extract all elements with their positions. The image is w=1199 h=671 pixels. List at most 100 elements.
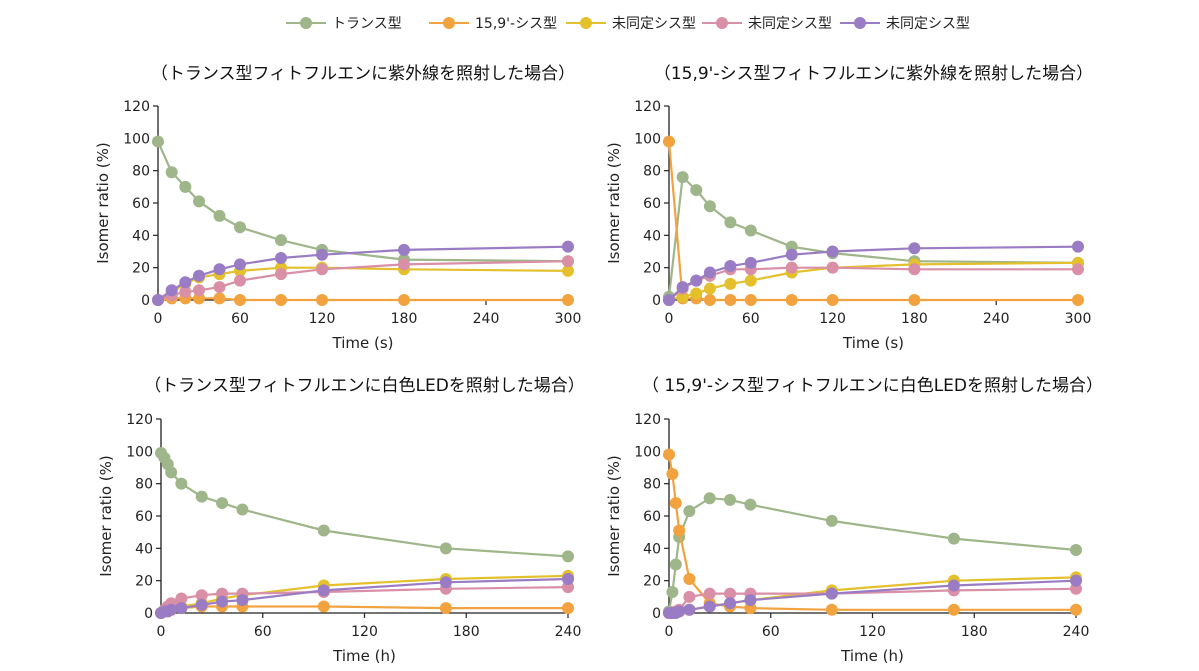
x-tick-label: 300 xyxy=(1065,311,1092,327)
data-point xyxy=(213,209,226,222)
y-tick-label: 0 xyxy=(144,606,153,622)
data-point xyxy=(1070,543,1082,556)
data-point xyxy=(825,514,838,527)
data-point xyxy=(165,166,178,179)
data-point xyxy=(908,263,921,276)
data-point xyxy=(179,285,192,298)
data-point xyxy=(669,558,682,571)
chart-panel: （トランス型フィトフルエンに紫外線を照射した場合） 0 20 40 60 80 100 120… xyxy=(94,64,581,352)
data-point xyxy=(1072,294,1084,306)
data-point xyxy=(690,274,703,287)
data-point xyxy=(193,269,205,282)
series-line xyxy=(157,260,569,302)
data-point xyxy=(724,294,737,306)
data-point xyxy=(562,294,574,306)
data-point xyxy=(673,524,686,537)
data-point xyxy=(669,497,682,510)
data-point xyxy=(316,294,328,306)
x-axis-label: Time (h) xyxy=(840,647,904,665)
legend-label: 未同定シス型 xyxy=(886,16,970,32)
data-point xyxy=(234,274,246,287)
data-point xyxy=(562,550,574,563)
legend: トランス型 15,9'-シス型 未同定シス型 未同定シス型 未同定シス型 xyxy=(0,10,1199,36)
legend-item: 未同定シス型 xyxy=(840,10,970,36)
data-point xyxy=(317,600,330,613)
data-point xyxy=(676,171,689,184)
data-point xyxy=(785,261,798,274)
data-point xyxy=(275,268,287,281)
legend-label: 未同定シス型 xyxy=(748,16,832,32)
y-axis-label: Isomer ratio (%) xyxy=(605,455,623,577)
data-point xyxy=(175,592,188,605)
y-axis-label: Isomer ratio (%) xyxy=(94,142,112,264)
y-axis-label: Isomer ratio (%) xyxy=(97,455,115,577)
x-tick-label: 120 xyxy=(309,311,336,327)
data-point xyxy=(663,448,675,461)
y-tick-label: 0 xyxy=(141,293,150,309)
y-tick-label: 20 xyxy=(643,261,661,277)
y-tick-label: 80 xyxy=(135,477,153,493)
data-point xyxy=(439,602,452,615)
y-tick-label: 40 xyxy=(643,541,661,557)
x-tick-label: 240 xyxy=(555,624,582,640)
data-point xyxy=(744,274,757,287)
data-point xyxy=(690,184,703,197)
data-point xyxy=(152,135,164,148)
y-tick-label: 40 xyxy=(643,228,661,244)
data-point xyxy=(152,294,164,306)
x-tick-label: 300 xyxy=(555,311,582,327)
chart-title: （トランス型フィトフルエンに紫外線を照射した場合） xyxy=(151,64,575,84)
data-point xyxy=(562,240,574,253)
data-point xyxy=(275,294,287,306)
data-point xyxy=(703,200,716,213)
data-point xyxy=(562,264,574,277)
x-tick-label: 240 xyxy=(473,311,500,327)
data-point xyxy=(165,466,178,479)
data-point xyxy=(724,216,737,229)
legend-label: 未同定シス型 xyxy=(612,16,696,32)
y-tick-label: 0 xyxy=(652,293,661,309)
series-line xyxy=(668,245,1079,301)
chart-title: （トランス型フィトフルエンに白色LEDを照射した場合） xyxy=(144,376,585,396)
data-point xyxy=(666,585,679,598)
data-point xyxy=(1072,240,1084,253)
x-axis-label: Time (s) xyxy=(332,334,394,352)
data-point xyxy=(703,587,716,600)
y-tick-label: 80 xyxy=(132,164,150,180)
data-point xyxy=(562,602,574,615)
data-point xyxy=(676,281,689,294)
data-point xyxy=(825,587,838,600)
legend-label: 15,9'-シス型 xyxy=(475,16,558,32)
legend-item: トランス型 xyxy=(286,10,402,36)
series-line xyxy=(157,297,568,302)
y-tick-label: 100 xyxy=(634,444,661,460)
data-point xyxy=(175,477,188,490)
x-tick-label: 60 xyxy=(762,624,780,640)
legend-swatch xyxy=(566,16,606,30)
legend-swatch xyxy=(429,16,469,30)
data-point xyxy=(673,605,686,618)
data-point xyxy=(179,276,192,289)
data-point xyxy=(785,248,798,261)
y-tick-label: 40 xyxy=(135,541,153,557)
data-point xyxy=(234,294,246,306)
data-point xyxy=(663,135,675,148)
legend-item: 未同定シス型 xyxy=(702,10,832,36)
data-point xyxy=(195,589,208,602)
x-tick-label: 0 xyxy=(154,311,163,327)
x-tick-label: 180 xyxy=(961,624,988,640)
y-tick-label: 60 xyxy=(643,509,661,525)
data-point xyxy=(195,598,208,611)
data-point xyxy=(744,294,757,306)
data-point xyxy=(703,600,716,613)
data-point xyxy=(724,587,737,600)
y-axis-label: Isomer ratio (%) xyxy=(605,142,623,264)
data-point xyxy=(165,284,178,297)
chart-panel: （トランス型フィトフルエンに白色LEDを照射した場合） 0 20 40 60 80 100 1… xyxy=(97,376,585,665)
data-point xyxy=(193,284,205,297)
y-tick-label: 20 xyxy=(132,261,150,277)
data-point xyxy=(690,287,703,300)
y-tick-label: 60 xyxy=(643,196,661,212)
data-point xyxy=(724,597,737,610)
x-tick-label: 60 xyxy=(254,624,272,640)
